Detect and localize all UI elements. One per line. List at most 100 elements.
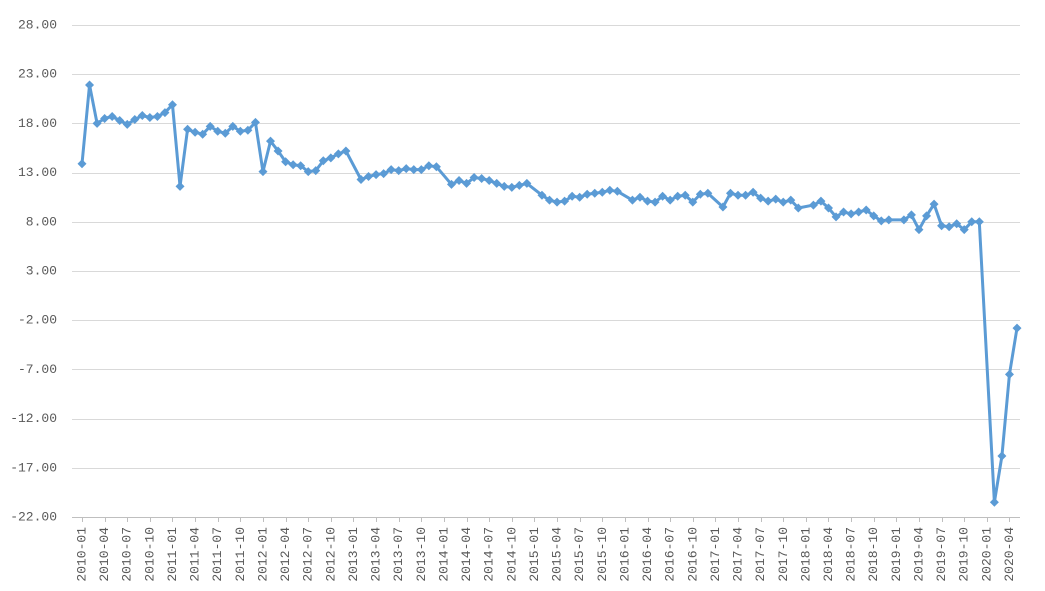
data-point [725, 188, 735, 198]
data-point [409, 165, 419, 175]
data-point [1012, 323, 1022, 333]
data-point [333, 149, 343, 159]
y-tick-label: 23.00 [18, 67, 57, 82]
data-point [786, 195, 796, 205]
data-point [303, 167, 313, 177]
data-point [107, 112, 117, 122]
data-point [484, 175, 494, 185]
data-point [831, 212, 841, 222]
data-point [190, 127, 200, 137]
x-tick-label: 2016-04 [640, 527, 655, 582]
gridlines [72, 25, 1020, 518]
data-point [122, 119, 132, 129]
x-tick-label: 2013-01 [346, 527, 361, 582]
data-point [394, 166, 404, 176]
y-tick-label: 3.00 [26, 264, 57, 279]
data-point [552, 197, 562, 207]
data-point [952, 219, 962, 229]
data-point [77, 159, 87, 169]
data-point [876, 216, 886, 226]
data-point [899, 215, 909, 225]
data-point [937, 221, 947, 231]
x-tick-label: 2017-10 [776, 527, 791, 582]
x-tick-label: 2012-01 [255, 527, 270, 582]
data-point [514, 180, 524, 190]
data-point [416, 165, 426, 175]
data-point [492, 178, 502, 188]
data-point [733, 190, 743, 200]
data-point [635, 192, 645, 202]
data-point [582, 189, 592, 199]
data-point [612, 186, 622, 196]
data-point [137, 111, 147, 121]
data-point [386, 165, 396, 175]
data-point [808, 200, 818, 210]
data-point [175, 181, 185, 191]
data-point [922, 211, 932, 221]
data-point [741, 190, 751, 200]
data-point [477, 174, 487, 183]
data-point [823, 203, 833, 213]
data-point [929, 199, 939, 209]
data-point [220, 128, 230, 138]
data-point [906, 210, 916, 220]
data-point [213, 126, 223, 136]
data-point [92, 118, 102, 128]
data-point [688, 197, 698, 207]
y-axis: 28.00 23.00 18.00 13.00 8.00 3.00 -2.00 -7.00 -1… [10, 18, 57, 525]
x-tick-label: 2015-07 [572, 527, 587, 582]
x-tick-label: 2012-07 [301, 527, 316, 582]
x-tick-label: 2019-10 [957, 527, 972, 582]
data-point [959, 225, 969, 235]
x-tick-label: 2011-01 [165, 527, 180, 582]
series [77, 80, 1022, 507]
x-tick-label: 2016-01 [617, 527, 632, 582]
y-tick-label: -12.00 [10, 411, 57, 426]
x-tick-label: 2016-10 [685, 527, 700, 582]
data-point [326, 153, 336, 163]
data-point [560, 196, 570, 206]
data-point [884, 215, 894, 225]
data-point [718, 202, 728, 212]
data-point [680, 190, 690, 200]
data-point [152, 112, 162, 122]
data-point [100, 113, 110, 123]
data-point [673, 191, 683, 201]
data-point [695, 189, 705, 199]
x-tick-label: 2012-10 [323, 527, 338, 582]
y-tick-label: -22.00 [10, 510, 57, 525]
data-point [446, 179, 456, 189]
data-point [575, 192, 585, 202]
data-point [266, 136, 276, 146]
data-point [499, 181, 509, 191]
x-tick-label: 2018-01 [798, 527, 813, 582]
x-tick-label: 2010-04 [97, 527, 112, 582]
data-point [763, 196, 773, 206]
data-point [989, 497, 999, 507]
data-point [115, 115, 125, 125]
data-point [658, 191, 668, 201]
x-axis: 2010-01 2010-04 2010-07 2010-10 2011-01 2011-… [75, 517, 1017, 582]
data-point [567, 191, 577, 201]
x-tick-label: 2017-04 [731, 527, 746, 582]
y-tick-label: 13.00 [18, 165, 57, 180]
data-point [228, 121, 238, 131]
data-point [537, 190, 547, 200]
x-tick-label: 2014-04 [459, 527, 474, 582]
data-point [703, 188, 713, 198]
x-tick-label: 2010-07 [120, 527, 135, 582]
data-point [198, 129, 208, 139]
x-tick-label: 2014-07 [482, 527, 497, 582]
data-point [311, 166, 321, 176]
x-tick-label: 2019-01 [889, 527, 904, 582]
data-point [318, 156, 328, 166]
data-point [974, 217, 984, 227]
data-point [235, 126, 245, 136]
x-tick-label: 2013-07 [391, 527, 406, 582]
data-point [756, 193, 766, 203]
x-tick-label: 2015-04 [550, 527, 565, 582]
x-tick-label: 2020-01 [979, 527, 994, 582]
data-point [816, 196, 826, 206]
x-tick-label: 2013-10 [414, 527, 429, 582]
data-point [281, 157, 291, 167]
